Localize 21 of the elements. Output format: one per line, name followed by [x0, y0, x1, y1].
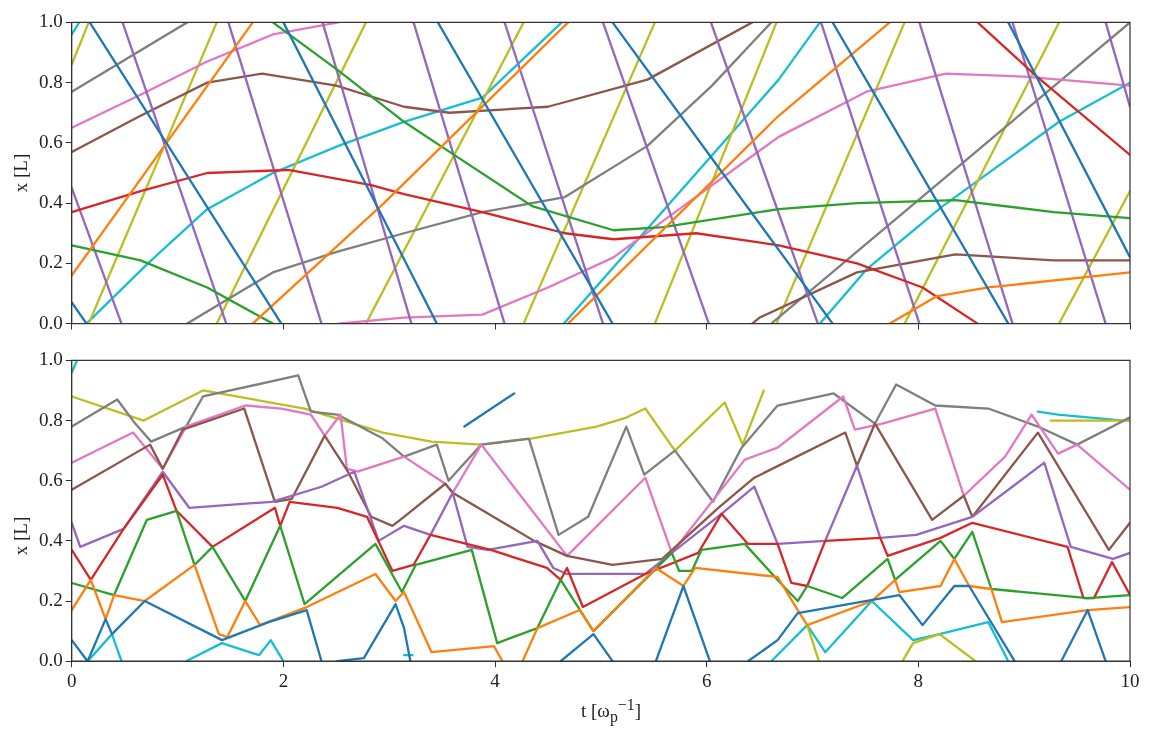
y-tick-label: 0.4	[39, 528, 64, 550]
y-tick-label: 0.8	[39, 70, 63, 92]
y-tick-label: 1.0	[39, 10, 63, 32]
y-axis-title: x [L]	[10, 153, 32, 193]
x-tick-label: 10	[1120, 669, 1140, 691]
x-axis-title: t [ω$_{p}$$^{−1}$]	[580, 696, 642, 727]
y-tick-label: 0.0	[39, 649, 63, 671]
y-tick-label: 0.6	[39, 468, 63, 490]
x-tick-label: 0	[67, 669, 77, 691]
y-tick-label: 0.4	[39, 191, 64, 213]
y-tick-label: 0.0	[39, 311, 63, 333]
y-tick-label: 0.2	[39, 251, 63, 273]
y-tick-label: 0.8	[39, 408, 63, 430]
x-tick-label: 8	[913, 669, 924, 691]
y-tick-label: 1.0	[39, 348, 63, 370]
x-tick-label: 2	[278, 669, 289, 691]
y-tick-label: 0.2	[39, 589, 63, 611]
y-axis-title: x [L]	[10, 516, 32, 556]
y-tick-label: 0.6	[39, 130, 63, 152]
x-tick-label: 4	[490, 669, 501, 691]
x-tick-label: 6	[701, 669, 712, 691]
